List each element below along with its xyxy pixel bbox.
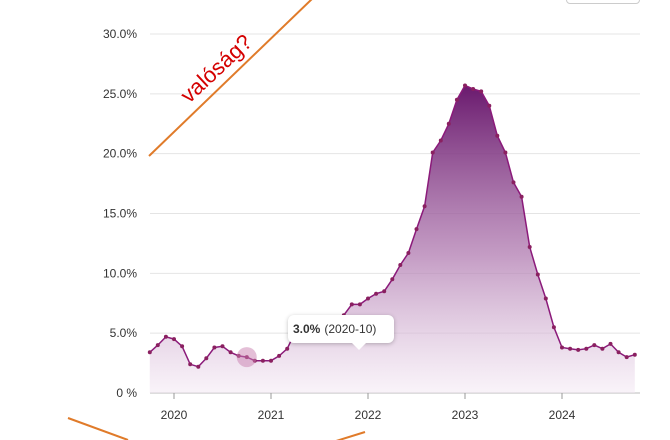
- area-fill: [149, 85, 635, 393]
- annotation-line-top: [148, 0, 313, 157]
- data-point: [414, 227, 419, 232]
- data-point: [438, 138, 443, 143]
- data-point: [632, 352, 637, 357]
- data-point: [479, 89, 484, 94]
- data-point: [269, 358, 273, 363]
- data-point: [260, 358, 265, 363]
- data-point: [374, 291, 379, 296]
- data-point: [155, 343, 160, 348]
- tooltip-value: 3.0%: [293, 322, 321, 336]
- corner-control[interactable]: [566, 0, 640, 4]
- data-point: [576, 347, 581, 352]
- data-point: [212, 345, 217, 350]
- data-point: [463, 83, 467, 88]
- data-point: [487, 103, 492, 108]
- data-point: [592, 343, 597, 348]
- data-point: [188, 362, 193, 367]
- annotation-line-bottom-left: [67, 417, 129, 440]
- y-axis: 0 % 5.0% 10.0% 15.0% 20.0% 25.0% 30.0%: [103, 27, 137, 400]
- data-point: [446, 121, 451, 126]
- data-point: [511, 180, 516, 185]
- data-point: [390, 277, 395, 282]
- x-tick-label: 2022: [355, 408, 382, 422]
- data-point: [616, 350, 621, 355]
- x-axis: 2020 2021 2022 2023 2024: [161, 393, 576, 422]
- data-point: [382, 289, 387, 294]
- data-point: [406, 251, 411, 255]
- data-point: [163, 334, 168, 339]
- y-tick-label: 0 %: [116, 386, 137, 400]
- data-point: [422, 204, 427, 209]
- y-tick-label: 10.0%: [103, 266, 137, 280]
- data-point: [366, 296, 370, 301]
- x-tick-label: 2020: [161, 408, 188, 422]
- data-point: [357, 302, 362, 307]
- data-point: [180, 344, 185, 349]
- annotation-text: valóság?: [175, 29, 256, 107]
- y-tick-label: 30.0%: [103, 27, 137, 41]
- data-point: [503, 150, 508, 155]
- hover-highlight: [236, 347, 257, 368]
- data-point: [527, 245, 532, 249]
- data-point: [608, 341, 613, 346]
- y-tick-label: 25.0%: [103, 87, 137, 101]
- data-point: [228, 350, 233, 355]
- data-point: [495, 133, 500, 138]
- data-point: [535, 272, 540, 277]
- data-point: [196, 364, 201, 369]
- y-tick-label: 5.0%: [110, 326, 138, 340]
- data-point: [430, 150, 435, 155]
- x-tick-label: 2021: [258, 408, 285, 422]
- annotation-line-bottom-mid: [335, 431, 366, 440]
- data-point: [349, 302, 354, 307]
- data-point: [560, 345, 564, 350]
- data-point: [519, 194, 524, 199]
- data-point: [147, 350, 152, 355]
- hover-marker: [236, 347, 257, 368]
- tooltip: 3.0% (2020-10): [288, 315, 394, 350]
- series-points: [147, 83, 637, 369]
- data-point: [551, 325, 556, 330]
- data-point: [600, 346, 605, 351]
- data-point: [543, 296, 548, 301]
- data-point: [568, 346, 573, 351]
- data-point: [624, 355, 629, 360]
- y-tick-label: 15.0%: [103, 207, 137, 221]
- x-tick-label: 2023: [452, 408, 479, 422]
- tooltip-arrow: [352, 343, 366, 350]
- y-tick-label: 20.0%: [103, 147, 137, 161]
- tooltip-period: (2020-10): [324, 322, 377, 336]
- x-tick-label: 2024: [549, 408, 576, 422]
- data-point: [454, 97, 459, 102]
- data-point: [277, 353, 282, 358]
- data-point: [220, 344, 225, 349]
- data-point: [172, 337, 176, 342]
- data-point: [398, 263, 403, 267]
- data-point: [285, 346, 290, 351]
- data-point: [584, 346, 589, 351]
- data-point: [471, 87, 476, 91]
- data-point: [204, 356, 209, 361]
